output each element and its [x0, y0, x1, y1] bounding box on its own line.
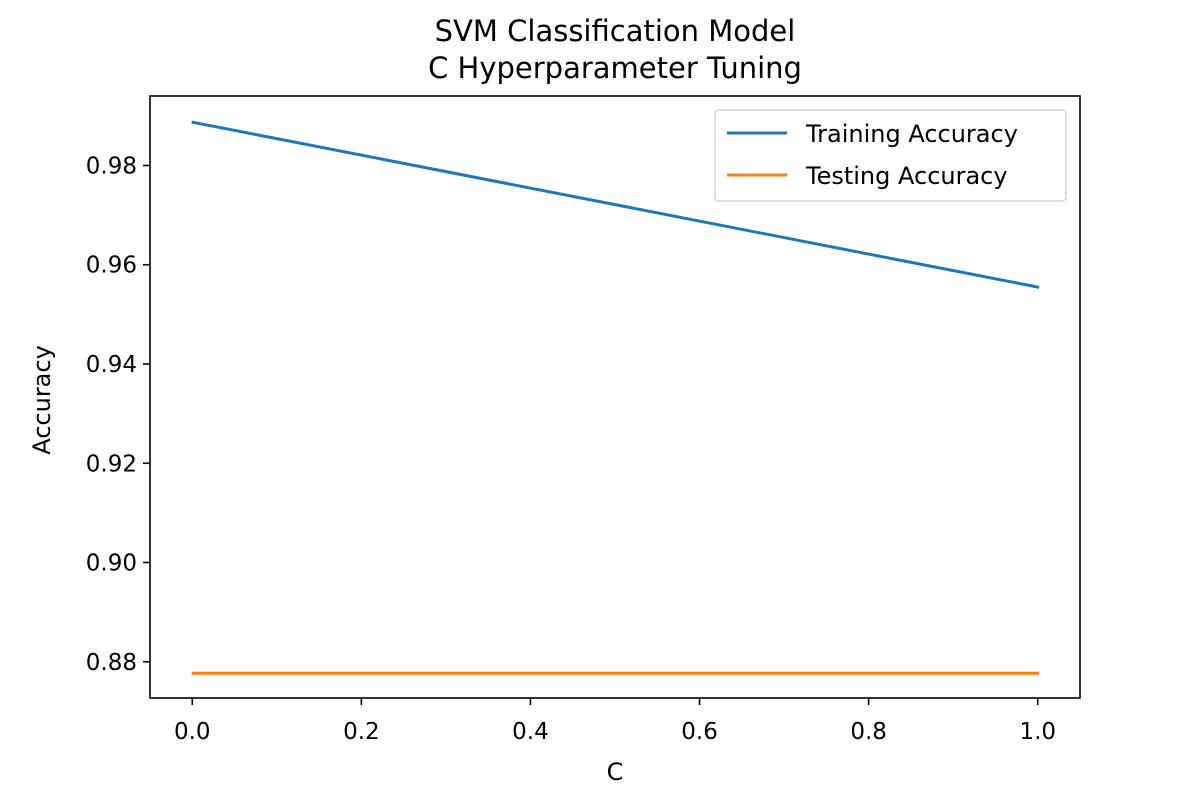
legend-label-training: Training Accuracy — [805, 120, 1018, 148]
x-axis-label: C — [607, 758, 624, 786]
chart-title-line-1: SVM Classification Model — [435, 14, 796, 48]
y-tick-label: 0.92 — [86, 451, 137, 477]
x-tick-label: 1.0 — [1019, 719, 1056, 745]
x-tick-label: 0.2 — [343, 719, 380, 745]
series-layer — [191, 120, 1040, 675]
legend: Training Accuracy Testing Accuracy — [714, 109, 1067, 202]
y-tick-label: 0.88 — [86, 650, 137, 676]
x-tick-label: 0.0 — [174, 719, 211, 745]
x-tick-label: 0.4 — [512, 719, 549, 745]
chart-title-line-2: C Hyperparameter Tuning — [428, 51, 802, 85]
y-tick-label: 0.94 — [86, 352, 137, 378]
legend-box — [714, 109, 1067, 202]
x-tick-label: 0.6 — [681, 719, 718, 745]
y-tick-label: 0.90 — [86, 551, 137, 577]
legend-label-testing: Testing Accuracy — [805, 162, 1008, 190]
y-tick-label: 0.98 — [86, 153, 137, 179]
series-line-training-accuracy — [191, 120, 1040, 289]
y-axis-label: Accuracy — [28, 345, 56, 455]
y-tick-label: 0.96 — [86, 253, 137, 279]
x-tick-label: 0.8 — [850, 719, 887, 745]
x-ticks: 0.0 0.2 0.4 0.6 0.8 1.0 — [174, 698, 1056, 745]
plot-frame — [149, 95, 1081, 699]
y-ticks: 0.88 0.90 0.92 0.94 0.96 0.98 — [86, 153, 150, 676]
